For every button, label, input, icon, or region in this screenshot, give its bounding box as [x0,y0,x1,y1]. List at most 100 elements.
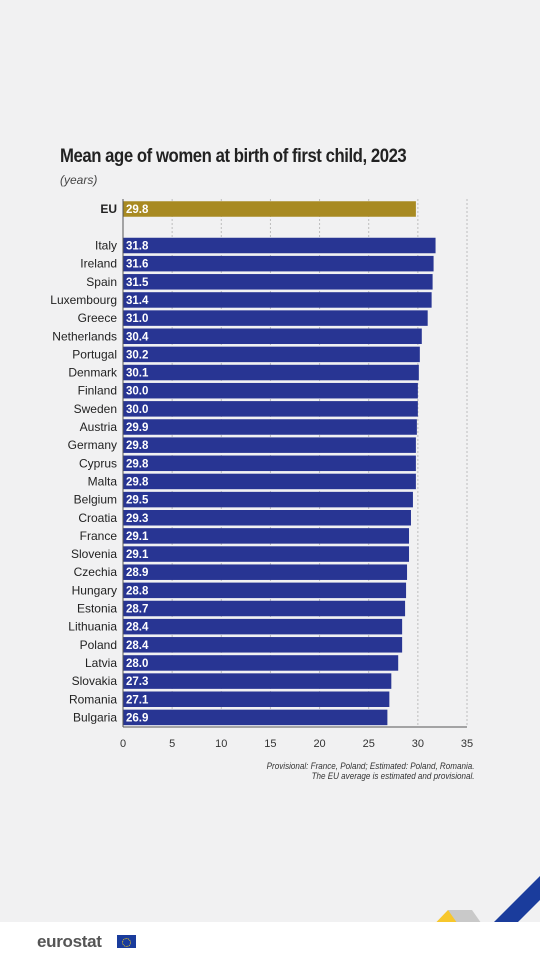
note-line-1: Provisional: France, Poland; Estimated: … [266,761,474,772]
value-label: 31.0 [126,313,148,325]
category-label: Sweden [74,402,117,416]
bar [123,437,416,453]
category-label: Slovakia [72,674,118,688]
bar [123,328,422,344]
value-label: 31.6 [126,259,148,271]
value-label: 30.4 [126,331,149,343]
bar [123,618,403,635]
category-label: Austria [80,420,118,434]
category-label: Malta [88,474,118,488]
x-tick-label: 35 [461,738,473,750]
bar [123,491,413,508]
bar [123,310,428,326]
value-label: 28.0 [126,658,148,670]
value-label: 29.1 [126,549,149,561]
chart-note: Provisional: France, Poland; Estimated: … [266,762,474,782]
bar [123,673,392,689]
value-label: 29.1 [126,531,149,543]
x-tick-label: 15 [264,738,276,750]
value-label: 29.5 [126,495,149,507]
value-label: 31.4 [126,295,149,307]
value-label: 29.3 [126,513,148,525]
value-label: 31.8 [126,241,149,253]
value-label: 27.3 [126,676,148,688]
x-tick-label: 0 [120,738,126,750]
category-label: Italy [95,239,117,253]
eurostat-logo: eurostat [37,932,102,951]
chart-subtitle: (years) [60,173,98,187]
value-label: 26.9 [126,712,148,724]
bar [123,346,420,363]
bar-chart: EU 29.8 Italy 31.8 Ireland 31.6 Spain 31.5 Luxem… [50,199,473,750]
chart-title: Mean age of women at birth of first chil… [60,146,407,167]
bar [123,419,417,435]
value-label: 28.8 [126,585,149,597]
x-tick-label: 30 [412,738,424,750]
value-label: 28.9 [126,567,148,579]
category-label: Ireland [80,257,117,271]
bar [123,582,407,599]
bar [123,691,390,707]
bar [123,510,411,526]
x-tick-label: 25 [363,738,375,750]
category-label: Cyprus [79,456,117,470]
category-label: Portugal [72,347,117,361]
bar [123,600,406,617]
x-tick-label: 10 [215,738,227,750]
value-label: 29.9 [126,422,148,434]
category-label: Luxembourg [50,293,117,307]
bar [123,274,433,290]
category-label: Finland [78,384,117,398]
bar [123,401,418,417]
bar [123,528,410,544]
bar [123,382,418,399]
value-label: 28.4 [126,622,149,634]
category-label: Germany [68,438,117,452]
bar [123,292,432,308]
value-label: 30.0 [126,386,148,398]
bar [123,546,410,562]
category-label: Belgium [74,493,117,507]
note-line-2: The EU average is estimated and provisio… [311,771,474,782]
bar-eu [123,201,416,217]
value-label: 30.0 [126,404,148,416]
category-label: Greece [78,311,118,325]
bar [123,709,388,726]
x-tick-label: 20 [313,738,325,750]
value-label: 29.8 [126,476,149,488]
bar [123,237,436,254]
category-label: Latvia [85,656,117,670]
bar [123,637,403,653]
value-label: 30.2 [126,349,148,361]
category-label: Croatia [78,511,117,525]
value-label: 29.8 [126,440,149,452]
category-label: Spain [86,275,117,289]
category-label: Bulgaria [73,710,117,724]
category-label: Slovenia [71,547,117,561]
x-tick-label: 5 [169,738,175,750]
category-label: Lithuania [68,620,117,634]
value-label: 31.5 [126,277,149,289]
value-label: 28.7 [126,604,148,616]
category-label: Romania [69,692,117,706]
value-label: 30.1 [126,368,149,380]
category-label: France [80,529,118,543]
category-label: Denmark [68,366,118,380]
bar [123,455,416,472]
category-label: Poland [80,638,117,652]
bar [123,564,408,580]
bar [123,473,416,490]
category-label: Hungary [72,583,117,597]
value-label-eu: 29.8 [126,204,149,216]
value-label: 28.4 [126,640,149,652]
bar [123,655,399,671]
footer-bar [0,922,540,960]
bar [123,255,434,272]
category-label: Czechia [74,565,118,579]
eu-flag-icon [117,935,136,948]
category-label: Netherlands [52,329,117,343]
category-label-eu: EU [100,202,117,216]
category-label: Estonia [77,602,117,616]
bar [123,364,419,381]
value-label: 29.8 [126,458,149,470]
